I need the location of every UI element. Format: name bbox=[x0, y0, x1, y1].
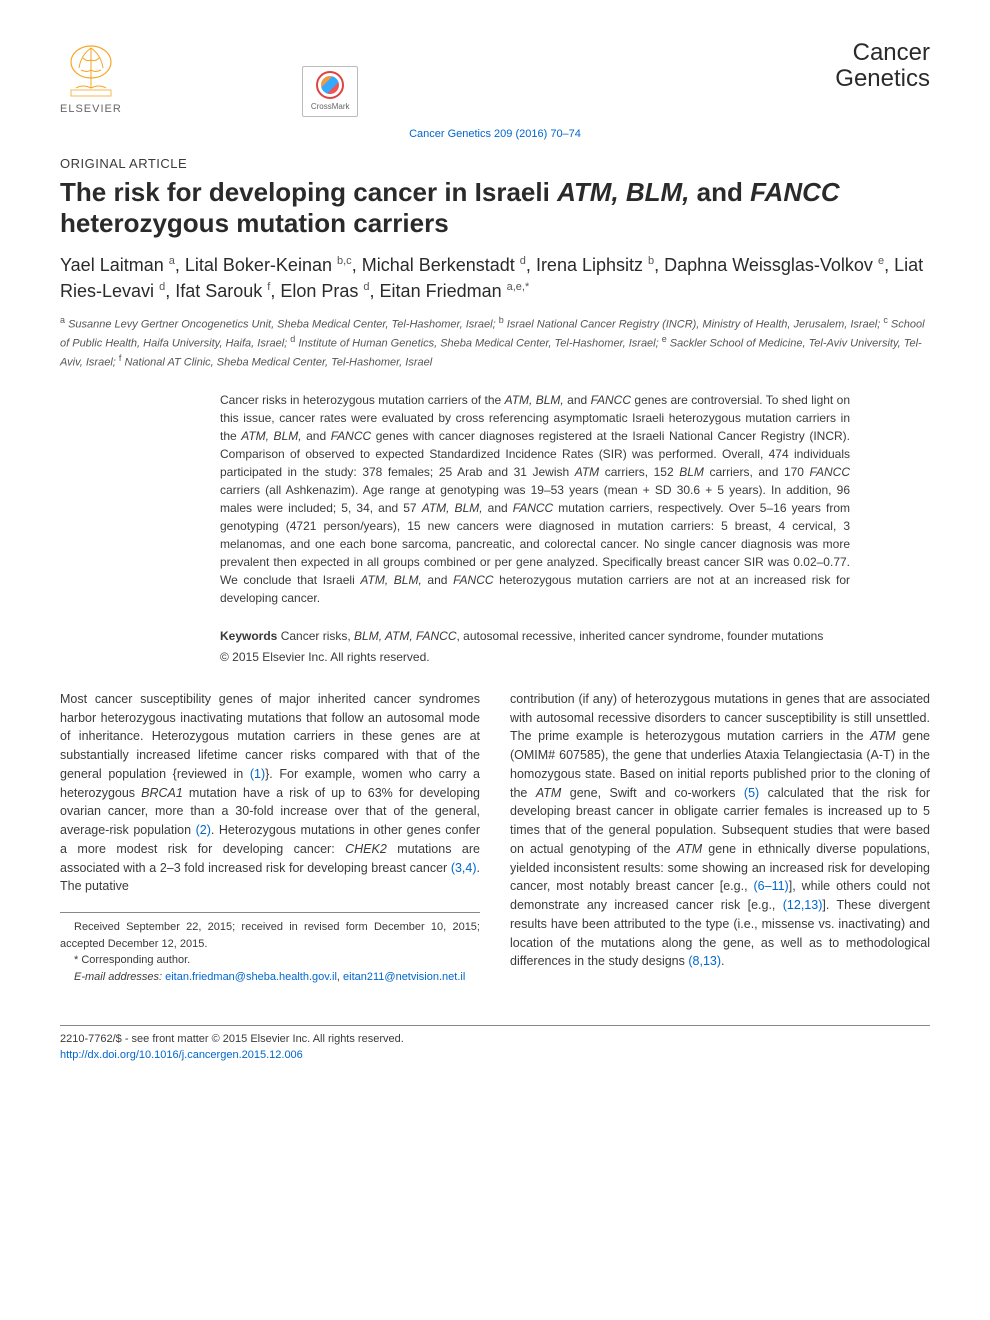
crossmark-badge[interactable]: CrossMark bbox=[302, 66, 359, 117]
title-text: and bbox=[689, 177, 750, 207]
journal-brand: Cancer Genetics bbox=[835, 40, 930, 93]
abstract-text: and bbox=[483, 501, 513, 515]
article-type: ORIGINAL ARTICLE bbox=[60, 155, 930, 173]
gene-name: FANCC bbox=[331, 429, 371, 443]
corresponding-author: * Corresponding author. bbox=[60, 952, 480, 969]
affiliations: a Susanne Levy Gertner Oncogenetics Unit… bbox=[60, 314, 930, 371]
journal-brand-line1: Cancer bbox=[835, 40, 930, 66]
publisher-label: ELSEVIER bbox=[60, 102, 122, 117]
abstract-text: and bbox=[564, 393, 591, 407]
keywords: Keywords Cancer risks, BLM, ATM, FANCC, … bbox=[220, 627, 850, 645]
journal-brand-line2: Genetics bbox=[835, 66, 930, 92]
received-date: Received September 22, 2015; received in… bbox=[60, 919, 480, 952]
gene-name: ATM bbox=[536, 786, 561, 800]
body-columns: Most cancer susceptibility genes of majo… bbox=[60, 690, 930, 985]
elsevier-logo: ELSEVIER bbox=[60, 40, 122, 117]
gene-name: ATM, BLM, bbox=[422, 501, 483, 515]
crossmark-icon bbox=[316, 71, 344, 99]
gene-name: BLM bbox=[679, 465, 704, 479]
body-col-left: Most cancer susceptibility genes of majo… bbox=[60, 690, 480, 985]
citation-ref[interactable]: (3,4) bbox=[451, 861, 477, 875]
author: Yael Laitman bbox=[60, 255, 164, 275]
author-aff: d bbox=[159, 281, 165, 293]
email-label: E-mail addresses: bbox=[74, 971, 165, 983]
author-aff: a,e,* bbox=[507, 281, 530, 293]
abstract-text: and bbox=[422, 573, 453, 587]
page-header: ELSEVIER CrossMark Cancer Genetics bbox=[60, 40, 930, 117]
gene-name: ATM, BLM, bbox=[505, 393, 564, 407]
author-aff: e bbox=[878, 255, 884, 267]
email-line: E-mail addresses: eitan.friedman@sheba.h… bbox=[60, 969, 480, 986]
title-text: The risk for developing cancer in Israel… bbox=[60, 177, 557, 207]
article-title: The risk for developing cancer in Israel… bbox=[60, 177, 930, 239]
gene-name: BRCA1 bbox=[141, 786, 183, 800]
citation-ref[interactable]: (8,13) bbox=[688, 954, 721, 968]
citation-ref[interactable]: (12,13) bbox=[783, 898, 823, 912]
aff-text: Susanne Levy Gertner Oncogenetics Unit, … bbox=[65, 318, 499, 330]
author-aff: b,c bbox=[337, 255, 352, 267]
crossmark-label: CrossMark bbox=[311, 101, 350, 112]
title-gene: ATM, BLM, bbox=[557, 177, 689, 207]
title-gene: FANCC bbox=[750, 177, 840, 207]
aff-text: National AT Clinic, Sheba Medical Center… bbox=[121, 357, 432, 369]
author: Lital Boker-Keinan bbox=[185, 255, 332, 275]
gene-name: FANCC bbox=[810, 465, 850, 479]
gene-name: ATM, BLM, bbox=[241, 429, 301, 443]
keywords-text: , autosomal recessive, inherited cancer … bbox=[457, 629, 824, 643]
abstract-text: carriers, and 170 bbox=[704, 465, 810, 479]
email-link[interactable]: eitan.friedman@sheba.health.gov.il bbox=[165, 971, 337, 983]
keywords-label: Keywords bbox=[220, 629, 277, 643]
abstract-copyright: © 2015 Elsevier Inc. All rights reserved… bbox=[220, 649, 850, 666]
page-footer: 2210-7762/$ - see front matter © 2015 El… bbox=[60, 1025, 930, 1063]
author-aff: d bbox=[363, 281, 369, 293]
keywords-text: Cancer risks, bbox=[277, 629, 354, 643]
title-text: heterozygous mutation carriers bbox=[60, 208, 449, 238]
abstract-text: Cancer risks in heterozygous mutation ca… bbox=[220, 393, 505, 407]
body-text: gene, Swift and co-workers bbox=[561, 786, 744, 800]
email-link[interactable]: eitan211@netvision.net.il bbox=[343, 971, 465, 983]
abstract-text: and bbox=[302, 429, 331, 443]
gene-name: ATM bbox=[677, 842, 702, 856]
author-aff: f bbox=[267, 281, 270, 293]
abstract-text: carriers, 152 bbox=[599, 465, 679, 479]
citation-line[interactable]: Cancer Genetics 209 (2016) 70–74 bbox=[60, 127, 930, 142]
author-aff: d bbox=[520, 255, 526, 267]
gene-name: FANCC bbox=[591, 393, 631, 407]
author-aff: a bbox=[169, 255, 175, 267]
body-text: . bbox=[721, 954, 724, 968]
abstract: Cancer risks in heterozygous mutation ca… bbox=[220, 391, 850, 607]
author-list: Yael Laitman a, Lital Boker-Keinan b,c, … bbox=[60, 253, 930, 303]
citation-ref[interactable]: (2) bbox=[196, 823, 211, 837]
author: Michal Berkenstadt bbox=[362, 255, 515, 275]
gene-name: FANCC bbox=[453, 573, 493, 587]
footnotes: Received September 22, 2015; received in… bbox=[60, 912, 480, 985]
author-aff: b bbox=[648, 255, 654, 267]
author: Eitan Friedman bbox=[380, 281, 502, 301]
body-text: contribution (if any) of heterozygous mu… bbox=[510, 692, 930, 744]
gene-name: FANCC bbox=[513, 501, 553, 515]
issn-line: 2210-7762/$ - see front matter © 2015 El… bbox=[60, 1032, 930, 1047]
citation-ref[interactable]: (1) bbox=[250, 767, 265, 781]
gene-name: ATM bbox=[575, 465, 599, 479]
author: Elon Pras bbox=[280, 281, 358, 301]
gene-name: ATM bbox=[870, 729, 895, 743]
header-left: ELSEVIER CrossMark bbox=[60, 40, 358, 117]
author: Irena Liphsitz bbox=[536, 255, 643, 275]
doi-link[interactable]: http://dx.doi.org/10.1016/j.cancergen.20… bbox=[60, 1048, 930, 1063]
aff-text: Institute of Human Genetics, Sheba Medic… bbox=[295, 338, 661, 350]
gene-name: CHEK2 bbox=[345, 842, 387, 856]
body-col-right: contribution (if any) of heterozygous mu… bbox=[510, 690, 930, 985]
citation-ref[interactable]: (6–11) bbox=[754, 879, 789, 893]
author: Ifat Sarouk bbox=[175, 281, 262, 301]
gene-name: BLM, ATM, FANCC bbox=[354, 629, 456, 643]
elsevier-tree-icon bbox=[61, 40, 121, 100]
citation-ref[interactable]: (5) bbox=[744, 786, 759, 800]
gene-name: ATM, BLM, bbox=[360, 573, 421, 587]
author: Daphna Weissglas-Volkov bbox=[664, 255, 873, 275]
aff-text: Israel National Cancer Registry (INCR), … bbox=[504, 318, 884, 330]
